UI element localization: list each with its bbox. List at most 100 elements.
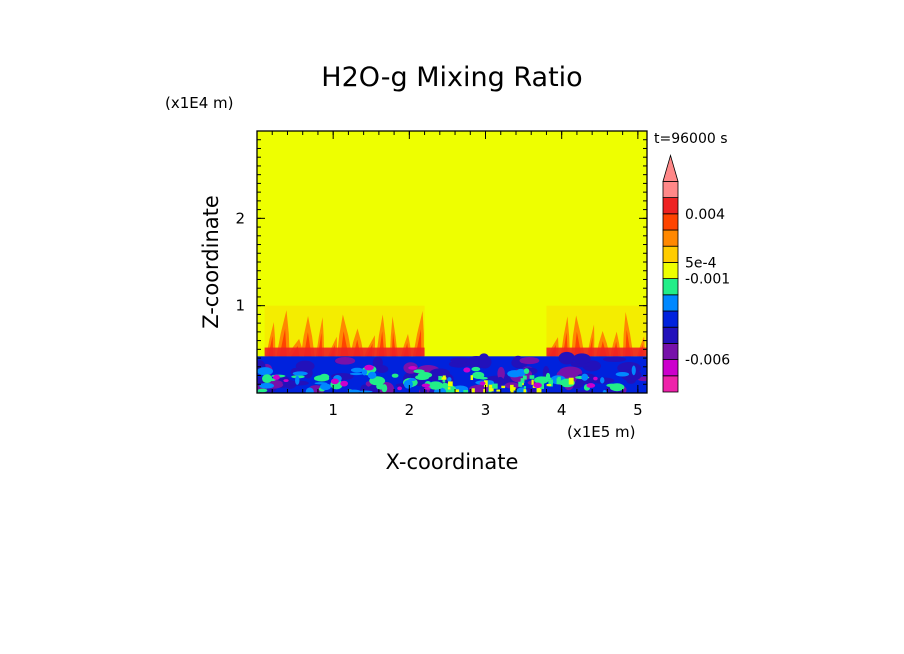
layer-patch <box>545 372 551 380</box>
layer-blob <box>375 365 389 373</box>
plume <box>276 310 290 357</box>
layer-blob <box>558 351 576 365</box>
colorbar-level <box>662 310 679 328</box>
layer-blob <box>576 390 594 393</box>
layer-patch <box>615 371 630 377</box>
layer-patch <box>600 377 605 384</box>
ground-speck <box>492 383 495 389</box>
colorbar-extend-arrow <box>662 153 679 182</box>
layer-blob <box>519 357 540 365</box>
ground-speck <box>523 389 527 393</box>
ground-speck <box>501 385 506 389</box>
x-axis-label: X-coordinate <box>386 450 519 474</box>
layer-patch <box>428 381 444 390</box>
layer-patch <box>472 371 485 379</box>
layer-blob <box>295 360 315 372</box>
ground-speck <box>447 389 451 393</box>
layer-speck <box>586 383 596 388</box>
plume <box>337 314 353 357</box>
colorbar-level <box>662 278 679 296</box>
ground-speck <box>540 383 544 389</box>
layer-patch <box>292 371 308 376</box>
colorbar-tick-label: -0.006 <box>685 353 730 369</box>
layer-patch <box>631 365 636 376</box>
layer-patch <box>319 383 332 391</box>
layer-speck <box>364 364 374 371</box>
ground-speck <box>518 381 523 387</box>
layer-blob <box>477 355 492 369</box>
ground-speck <box>463 389 469 393</box>
colorbar-level <box>662 294 679 312</box>
layer-patch <box>350 367 364 373</box>
layer-speck <box>340 380 348 387</box>
layer-blob <box>335 357 356 365</box>
layer-speck <box>408 366 417 370</box>
ground-speck <box>448 381 453 387</box>
colorbar-level <box>662 375 679 393</box>
layer-patch <box>523 368 530 374</box>
colorbar-tick-label: 5e-4 <box>685 255 717 271</box>
ground-speck <box>523 386 527 389</box>
ground-speck <box>548 379 553 387</box>
ground-speck <box>529 375 535 379</box>
ground-speck <box>442 375 446 379</box>
colorbar-level <box>662 359 679 377</box>
layer-blob <box>429 368 450 378</box>
ground-speck <box>568 377 574 385</box>
plume-base <box>546 347 647 357</box>
layer-patch <box>262 374 273 384</box>
layer-patch <box>367 371 377 380</box>
ground-speck <box>496 389 501 392</box>
x-tick-label: 3 <box>481 401 491 419</box>
layer-speck <box>330 378 339 385</box>
layer-patch <box>512 370 520 374</box>
layer-patch <box>391 373 399 378</box>
ground-speck <box>531 379 534 385</box>
layer-patch <box>257 388 268 393</box>
ground-speck <box>471 388 475 393</box>
x-tick-label: 1 <box>328 401 338 419</box>
plume <box>389 316 398 357</box>
ground-speck <box>489 387 494 392</box>
y-tick-label: 2 <box>235 209 245 227</box>
plot-area <box>257 131 647 393</box>
layer-blob <box>621 369 642 382</box>
layer-patch <box>408 378 416 382</box>
plume-base <box>264 347 425 357</box>
x-tick-label: 2 <box>405 401 415 419</box>
layer-speck <box>424 387 431 390</box>
layer-blob <box>573 353 591 365</box>
colorbar-level <box>662 261 679 279</box>
ground-speck <box>522 375 527 380</box>
axis-ticks: 1 2 3 4 5 1 2 <box>235 131 647 419</box>
layer-speck <box>397 386 402 391</box>
ground-speck <box>488 384 493 389</box>
ground-speck <box>510 384 514 391</box>
layer-patch <box>313 375 330 382</box>
layer-patch <box>415 374 430 381</box>
time-label: t=96000 s <box>654 131 728 147</box>
plume <box>376 314 387 357</box>
layer-blob <box>512 355 524 368</box>
colorbar-tick-label: 0.004 <box>685 207 725 223</box>
layer-patch <box>259 382 275 389</box>
layer-patch <box>381 384 388 393</box>
layer-patch <box>581 373 589 381</box>
layer-speck <box>593 376 598 381</box>
layer-patch <box>295 375 300 385</box>
ground-speck <box>470 375 473 381</box>
layer-speck <box>421 383 431 388</box>
layer-patch <box>609 383 625 392</box>
layer-patch <box>305 387 314 393</box>
ground-speck <box>546 383 552 387</box>
ground-speck <box>447 387 451 390</box>
y-scale-label: (x1E4 m) <box>165 94 234 112</box>
ground-speck <box>483 380 488 388</box>
colorbar-level <box>662 342 679 360</box>
colorbar-level <box>662 326 679 344</box>
layer-blob <box>450 357 471 364</box>
colorbar-level <box>662 213 679 231</box>
layer-patch <box>534 376 549 384</box>
plume <box>622 311 634 357</box>
